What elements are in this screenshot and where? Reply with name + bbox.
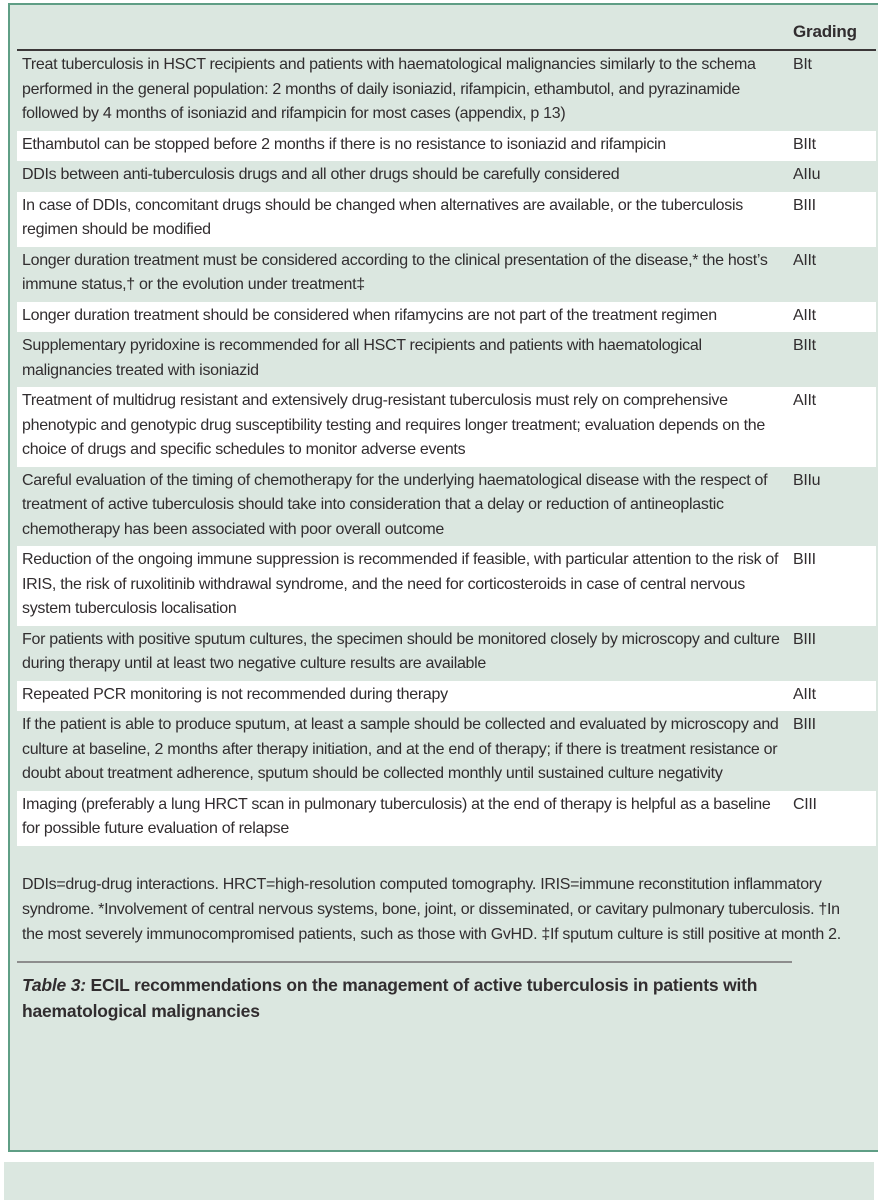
recommendation-row: For patients with positive sputum cultur… xyxy=(17,626,876,681)
header-spacer xyxy=(17,22,793,42)
recommendation-row: Repeated PCR monitoring is not recommend… xyxy=(17,680,876,711)
recommendation-text: Treat tuberculosis in HSCT recipients an… xyxy=(22,56,756,122)
recommendation-text: Longer duration treatment must be consid… xyxy=(22,251,768,294)
footnote-text: DDIs=drug-drug interactions. HRCT=high-r… xyxy=(22,875,841,943)
recommendation-row: If the patient is able to produce sputum… xyxy=(17,711,876,791)
grading-value: BIII xyxy=(793,551,816,568)
next-panel-strip xyxy=(4,1162,874,1200)
caption-text: ECIL recommendations on the management o… xyxy=(22,974,758,1021)
grading-value: AIIt xyxy=(793,306,816,324)
grading-column-header: Grading xyxy=(793,22,857,41)
recommendation-row: Treat tuberculosis in HSCT recipients an… xyxy=(17,51,876,131)
recommendation-text: Longer duration treatment should be cons… xyxy=(22,306,717,324)
grading-value: BIIt xyxy=(793,337,816,354)
recommendation-text: If the patient is able to produce sputum… xyxy=(22,716,779,782)
recommendation-text: DDIs between anti-tuberculosis drugs and… xyxy=(22,166,620,183)
grading-value: BIII xyxy=(793,716,816,733)
grading-value: BIIt xyxy=(793,135,816,153)
recommendation-text: Treatment of multidrug resistant and ext… xyxy=(22,392,765,458)
grading-value: AIIu xyxy=(793,166,821,183)
recommendation-row: Supplementary pyridoxine is recommended … xyxy=(17,332,876,387)
recommendation-row: Longer duration treatment should be cons… xyxy=(17,301,876,332)
recommendation-text: In case of DDIs, concomitant drugs shoul… xyxy=(22,196,743,239)
recommendation-text: Ethambutol can be stopped before 2 month… xyxy=(22,135,666,153)
recommendation-row: Reduction of the ongoing immune suppress… xyxy=(17,546,876,626)
grading-value: AIIt xyxy=(793,392,816,409)
recommendation-text: Supplementary pyridoxine is recommended … xyxy=(22,337,702,379)
recommendation-text: Reduction of the ongoing immune suppress… xyxy=(22,551,779,617)
grading-value: BIt xyxy=(793,56,812,73)
table-panel: Grading Treat tuberculosis in HSCT recip… xyxy=(8,3,878,1152)
grading-value: BIIu xyxy=(793,471,821,489)
grading-value: AIIt xyxy=(793,685,816,703)
recommendation-row: In case of DDIs, concomitant drugs shoul… xyxy=(17,191,876,247)
recommendation-text: Careful evaluation of the timing of chem… xyxy=(22,471,768,538)
recommendation-row: Longer duration treatment must be consid… xyxy=(17,247,876,302)
grading-value: AIIt xyxy=(793,251,816,269)
grading-value: BIII xyxy=(793,196,816,214)
recommendation-text: For patients with positive sputum cultur… xyxy=(22,630,780,673)
recommendation-text: Repeated PCR monitoring is not recommend… xyxy=(22,685,448,703)
table-caption: Table 3: ECIL recommendations on the man… xyxy=(17,960,792,1024)
recommendation-row: Careful evaluation of the timing of chem… xyxy=(17,467,876,547)
caption-label: Table 3: xyxy=(22,974,86,995)
table-header: Grading xyxy=(17,5,876,51)
grading-value: CIII xyxy=(793,795,817,813)
recommendation-text: Imaging (preferably a lung HRCT scan in … xyxy=(22,795,771,838)
recommendation-row: Ethambutol can be stopped before 2 month… xyxy=(17,130,876,161)
recommendations-list: Treat tuberculosis in HSCT recipients an… xyxy=(17,51,876,846)
recommendation-row: DDIs between anti-tuberculosis drugs and… xyxy=(17,161,876,192)
grading-value: BIII xyxy=(793,630,816,648)
recommendation-row: Imaging (preferably a lung HRCT scan in … xyxy=(17,790,876,846)
recommendation-row: Treatment of multidrug resistant and ext… xyxy=(17,387,876,467)
